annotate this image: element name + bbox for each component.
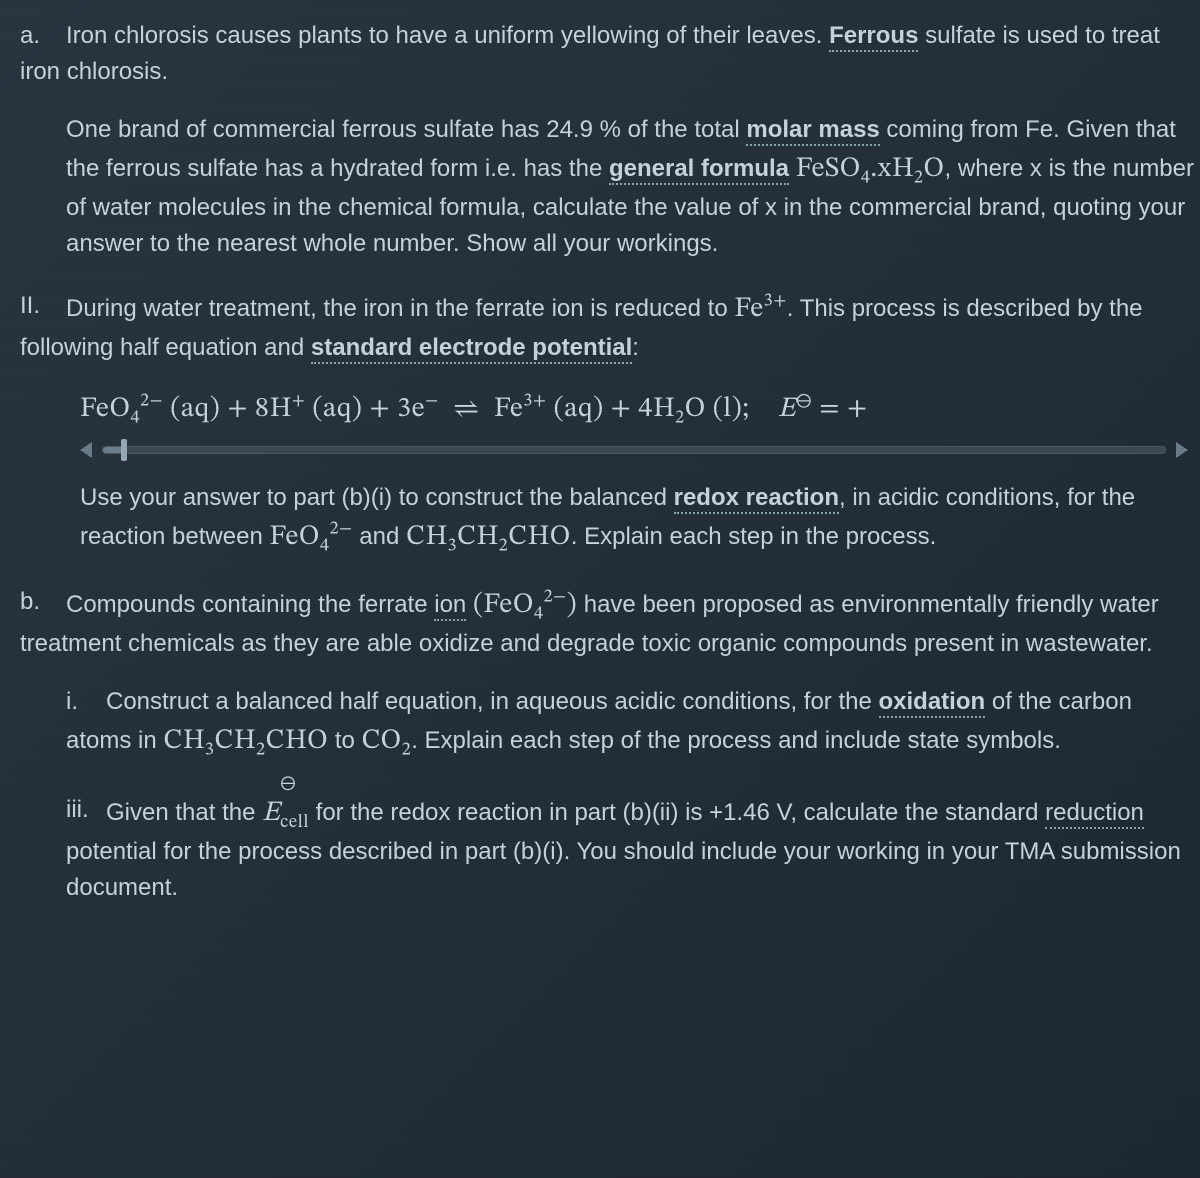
question-b-i: i.Construct a balanced half equation, in… — [20, 684, 1196, 762]
question-ii: II.During water treatment, the iron in t… — [20, 288, 1196, 558]
text: potential for the process described in p… — [66, 838, 1181, 901]
para-ii1: II.During water treatment, the iron in t… — [20, 288, 1196, 366]
formula: E⊖cell — [262, 799, 309, 827]
underlined-term: redox reaction — [674, 484, 839, 514]
text: Iron chlorosis causes plants to have a u… — [66, 22, 829, 49]
text: . Explain each step of the process and i… — [411, 727, 1061, 754]
label-bi: i. — [66, 684, 106, 720]
underlined-term: ion — [434, 591, 466, 621]
text: One brand of commercial ferrous sulfate … — [66, 116, 746, 143]
formula: (FeO42−) — [473, 591, 577, 619]
text — [789, 155, 796, 182]
underlined-term: Ferrous — [829, 22, 918, 52]
slider-right-arrow-icon[interactable] — [1176, 442, 1188, 458]
text: for the redox reaction in part (b)(ii) i… — [309, 799, 1045, 826]
underlined-term: general formula — [609, 155, 789, 185]
para-a2: One brand of commercial ferrous sulfate … — [20, 112, 1196, 262]
equation-line: FeO42− (aq) + 8H+ (aq) + 3e− ⇌ Fe3+ (aq)… — [20, 388, 1196, 430]
text: Construct a balanced half equation, in a… — [106, 688, 879, 715]
text: During water treatment, the iron in the … — [66, 295, 734, 322]
formula: FeSO4.xH2O — [796, 155, 945, 183]
text — [466, 591, 473, 618]
label-b: b. — [20, 584, 66, 620]
question-a: a.Iron chlorosis causes plants to have a… — [20, 18, 1196, 262]
text: Use your answer to part (b)(i) to constr… — [80, 484, 674, 511]
formula: FeO42− — [269, 523, 352, 551]
underlined-term: standard electrode potential — [311, 334, 632, 364]
label-a: a. — [20, 18, 66, 54]
text: Given that the — [106, 799, 262, 826]
underlined-term: reduction — [1045, 799, 1144, 829]
formula: Fe3+ — [734, 295, 786, 323]
para-a1: a.Iron chlorosis causes plants to have a… — [20, 18, 1196, 90]
para-b1: b.Compounds containing the ferrate ion (… — [20, 584, 1196, 662]
label-biii: iii. — [66, 792, 106, 828]
label-ii: II. — [20, 288, 66, 324]
text: : — [632, 334, 639, 361]
underlined-term: molar mass — [746, 116, 879, 146]
para-ii2: Use your answer to part (b)(i) to constr… — [20, 480, 1196, 558]
text: and — [353, 523, 406, 550]
formula: CO2 — [362, 727, 412, 755]
slider-thumb[interactable] — [121, 439, 127, 461]
text: Compounds containing the ferrate — [66, 591, 434, 618]
text: . Explain each step in the process. — [571, 523, 937, 550]
formula: CH3CH2CHO — [406, 523, 571, 551]
slider-track[interactable] — [102, 446, 1166, 454]
question-b-iii: iii.Given that the E⊖cell for the redox … — [20, 792, 1196, 906]
slider-left-arrow-icon[interactable] — [80, 442, 92, 458]
question-b: b.Compounds containing the ferrate ion (… — [20, 584, 1196, 906]
slider[interactable] — [20, 442, 1196, 458]
formula: CH3CH2CHO — [163, 727, 328, 755]
text: to — [328, 727, 361, 754]
underlined-term: oxidation — [879, 688, 986, 718]
